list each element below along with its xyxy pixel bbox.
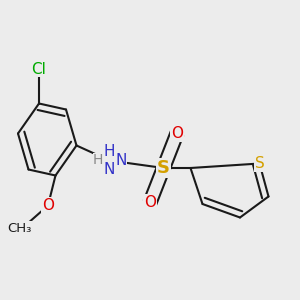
Text: H
N: H N xyxy=(104,144,115,177)
Text: N: N xyxy=(116,153,127,168)
Text: O: O xyxy=(42,198,54,213)
Text: Cl: Cl xyxy=(32,61,46,76)
Text: CH₃: CH₃ xyxy=(7,221,32,235)
Text: S: S xyxy=(255,156,264,171)
Text: O: O xyxy=(171,126,183,141)
Text: S: S xyxy=(157,159,170,177)
Text: O: O xyxy=(144,195,156,210)
Text: H: H xyxy=(93,154,104,167)
